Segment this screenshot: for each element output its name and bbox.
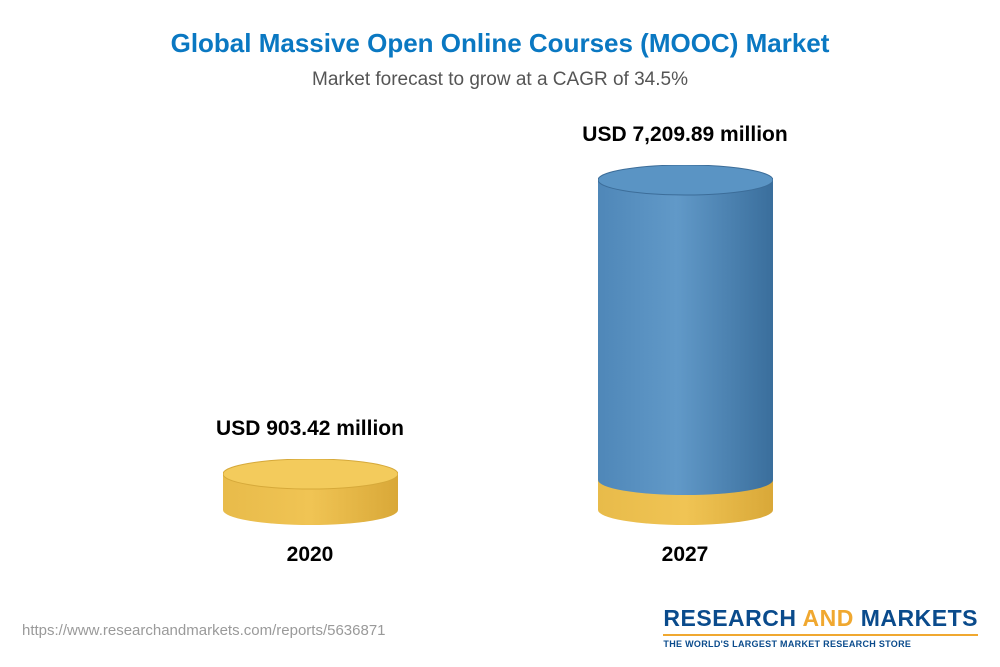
brand-tagline: THE WORLD'S LARGEST MARKET RESEARCH STOR… xyxy=(663,639,978,649)
brand-divider xyxy=(663,634,978,636)
cylinder-svg-2027 xyxy=(598,165,773,525)
year-label-2027: 2027 xyxy=(555,543,815,567)
brand-part3: MARKETS xyxy=(861,605,978,631)
footer: https://www.researchandmarkets.com/repor… xyxy=(0,597,1000,667)
chart-subtitle: Market forecast to grow at a CAGR of 34.… xyxy=(0,69,1000,91)
brand-part1: RESEARCH xyxy=(663,605,796,631)
value-label-2020: USD 903.42 million xyxy=(180,417,440,441)
chart-title: Global Massive Open Online Courses (MOOC… xyxy=(0,0,1000,59)
source-url: https://www.researchandmarkets.com/repor… xyxy=(22,622,386,639)
cylinder-svg-2020 xyxy=(223,459,398,525)
cylinder-2020: USD 903.42 million 2020 xyxy=(180,417,440,567)
brand-logo: RESEARCH AND MARKETS THE WORLD'S LARGEST… xyxy=(663,605,978,649)
value-label-2027: USD 7,209.89 million xyxy=(555,123,815,147)
year-label-2020: 2020 xyxy=(180,543,440,567)
brand-name: RESEARCH AND MARKETS xyxy=(663,605,978,632)
cylinder-2027: USD 7,209.89 million 2027 xyxy=(555,123,815,567)
chart-area: USD 903.42 million 2020 USD 7,209.89 mil… xyxy=(0,120,1000,587)
brand-part2: AND xyxy=(797,605,861,631)
